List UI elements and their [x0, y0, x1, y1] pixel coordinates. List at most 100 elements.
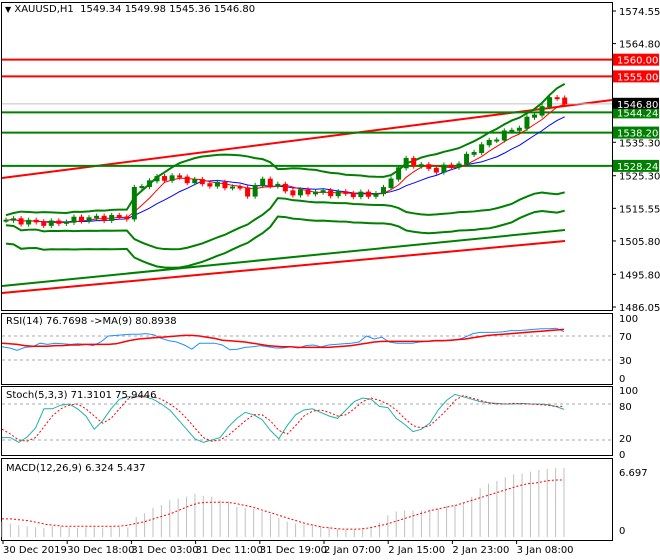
candle-body	[275, 183, 281, 187]
candle-body	[562, 97, 568, 105]
candle-body	[79, 216, 84, 222]
pane-border-3	[1, 458, 613, 541]
stoch-tick-label: 80	[619, 402, 632, 413]
current-price-tag	[613, 97, 659, 109]
ma-fast-line	[5, 103, 565, 224]
level-label: 1538.20	[617, 129, 658, 140]
time-tick-label: 31 Dec 11:00	[196, 545, 263, 556]
candle-body	[373, 193, 379, 197]
candle-body	[169, 175, 175, 181]
candle-body	[464, 153, 470, 165]
candle-body	[162, 176, 168, 181]
candle-body	[350, 192, 356, 198]
price-tick-label: 1574.55	[619, 7, 660, 18]
candle-body	[154, 176, 160, 182]
candle-body	[554, 97, 560, 100]
candle-body	[222, 181, 228, 189]
pane-border-0	[1, 2, 613, 311]
candle-body	[403, 157, 409, 169]
bollinger-upper	[5, 82, 566, 217]
candle-body	[494, 139, 500, 142]
candle-body	[260, 178, 266, 186]
candle-body	[516, 127, 522, 131]
time-tick-label: 2 Jan 23:00	[452, 545, 509, 556]
level-label: 1544.24	[617, 108, 658, 119]
candle-body	[501, 130, 507, 141]
level-tag	[613, 106, 659, 119]
time-tick-label: 3 Jan 08:00	[517, 545, 574, 556]
candle-body	[245, 187, 251, 197]
candle-body	[207, 183, 213, 187]
candle-body	[94, 215, 100, 219]
candle-body	[343, 191, 349, 194]
candle-body	[18, 218, 24, 225]
stoch-tick-label: 20	[619, 434, 632, 445]
stoch-tick-label: 0	[619, 450, 625, 461]
candle-body	[56, 220, 62, 224]
candle-body	[131, 186, 137, 220]
candle-body	[177, 175, 183, 178]
candle-body	[441, 164, 447, 173]
price-tick-label: 1486.05	[619, 303, 660, 314]
price-tick-label: 1515.55	[619, 204, 660, 215]
candle-body	[313, 191, 319, 195]
level-tag	[613, 53, 659, 66]
stoch-signal-line	[1, 395, 564, 442]
candle-body	[116, 215, 122, 218]
candle-body	[184, 176, 190, 184]
candle-body	[237, 186, 243, 189]
candle-body	[365, 191, 371, 197]
candle-body	[509, 129, 515, 132]
time-tick-label: 30 Dec 2019	[3, 545, 67, 556]
candle-body	[328, 190, 334, 197]
symbol-label: XAUUSD,H1	[14, 4, 74, 15]
time-tick-label: 2 Jan 15:00	[388, 545, 445, 556]
candle-body	[199, 179, 205, 185]
level-label: 1528.24	[617, 162, 658, 173]
candle-body	[335, 191, 341, 197]
candle-body	[63, 221, 69, 224]
level-label: 1555.00	[617, 72, 658, 83]
candle-body	[282, 183, 288, 192]
price-tick-label: 1525.30	[619, 172, 660, 183]
time-tick-label: 2 Jan 07:00	[324, 545, 381, 556]
macd-label: MACD(12,26,9) 6.324 5.437	[6, 463, 146, 474]
price-tick-label: 1495.80	[619, 270, 660, 281]
candle-body	[86, 217, 92, 222]
candle-body	[41, 221, 47, 226]
candle-body	[388, 178, 394, 189]
collapse-triangle-icon[interactable]: ▼	[5, 5, 12, 14]
candle-body	[267, 178, 273, 187]
envelope-line	[5, 209, 565, 269]
time-tick-label: 31 Dec 19:00	[260, 545, 327, 556]
candle-body	[48, 220, 54, 226]
candle-body	[214, 181, 220, 187]
current-price-label: 1546.80	[617, 100, 658, 111]
rsi-tick-label: 30	[619, 356, 632, 367]
header-bar: ▼ XAUUSD,H1 1549.34 1549.98 1545.36 1546…	[5, 4, 255, 15]
candle-body	[539, 106, 545, 116]
candle-body	[192, 179, 198, 184]
candle-body	[3, 219, 9, 222]
channel-lower-line	[1, 240, 566, 294]
macd-tick-label: 0	[619, 526, 625, 537]
candle-body	[297, 189, 303, 196]
candle-body	[252, 184, 258, 197]
pane-border-2	[1, 386, 613, 456]
candle-body	[124, 216, 130, 220]
level-label: 1560.00	[617, 56, 658, 67]
price-tick-label: 1535.30	[619, 138, 660, 149]
candle-body	[230, 186, 235, 189]
candle-body	[109, 215, 115, 221]
candle-body	[358, 191, 364, 198]
stoch-main-line	[2, 393, 565, 443]
candle-body	[320, 190, 326, 193]
ohlc-values: 1549.34 1549.98 1545.36 1546.80	[80, 4, 256, 15]
candle-body	[479, 144, 485, 153]
candle-body	[33, 219, 39, 223]
candle-body	[71, 216, 77, 223]
candle-body	[411, 157, 417, 167]
candle-body	[547, 97, 553, 108]
